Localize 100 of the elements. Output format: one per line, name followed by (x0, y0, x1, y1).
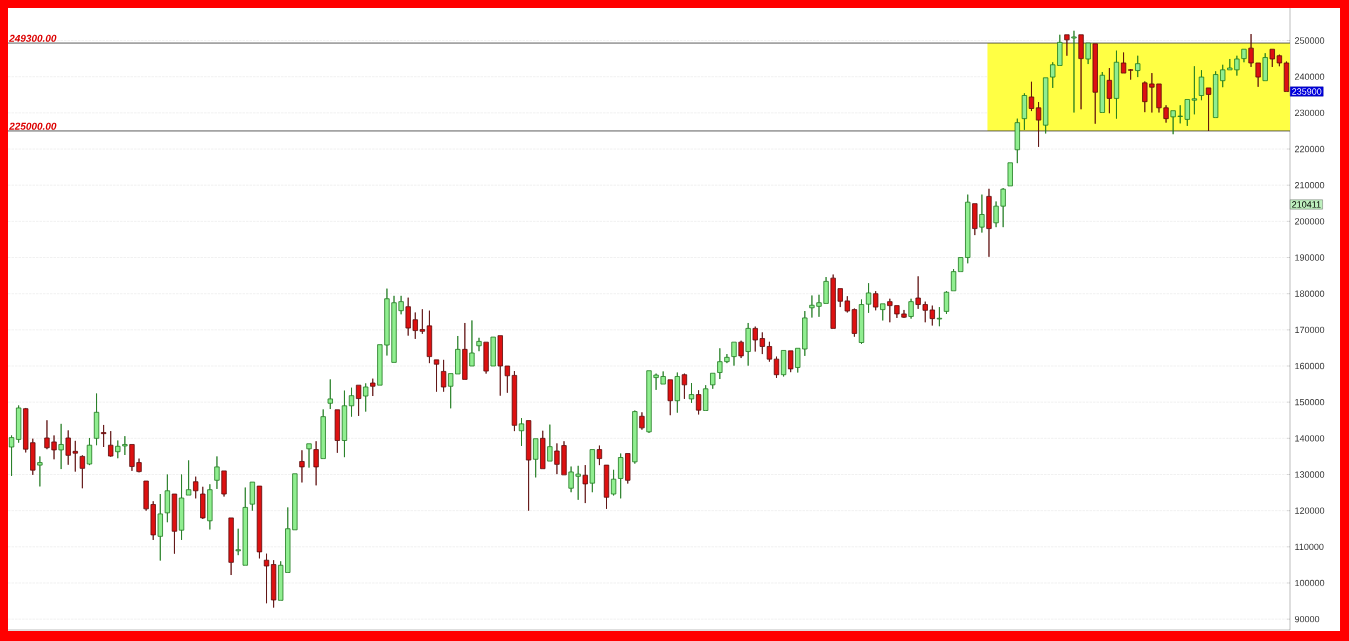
candlestick (1092, 43, 1098, 125)
candlestick (1099, 71, 1105, 113)
candlestick (667, 379, 673, 416)
candlestick (525, 420, 532, 512)
candlestick (511, 370, 518, 432)
candlestick (880, 303, 886, 321)
ref-line-label: 249300.00 (9, 34, 57, 42)
text: 210411 (1292, 201, 1321, 208)
candlestick (100, 424, 107, 448)
candlestick (773, 356, 780, 379)
y-tick-label: 170000 (1295, 326, 1325, 334)
candlestick (108, 430, 114, 458)
y-tick-label: 180000 (1295, 290, 1325, 297)
candlestick (872, 290, 879, 311)
candlestick (363, 382, 369, 412)
candlestick (157, 493, 163, 561)
candlestick (334, 409, 341, 454)
candlestick (688, 382, 695, 404)
y-tick-label: 100000 (1295, 579, 1325, 587)
candlestick (731, 341, 737, 367)
candlestick (270, 559, 277, 608)
candlestick (1127, 68, 1134, 80)
candlestick (710, 372, 716, 390)
candlestick (1021, 92, 1028, 131)
candlestick (299, 449, 305, 483)
y-tick-label: 240000 (1294, 73, 1325, 80)
candlestick (1007, 162, 1013, 187)
candlestick (86, 437, 93, 466)
candlestick (589, 449, 596, 493)
candlestick (476, 337, 482, 352)
y-tick-label: 220000 (1294, 145, 1325, 153)
candlestick (908, 298, 914, 320)
candlestick (986, 188, 992, 258)
candlestick (1014, 118, 1020, 164)
candlestick (547, 424, 553, 462)
candlestick (228, 517, 234, 576)
y-tick-label: 200000 (1294, 218, 1325, 225)
candlestick (490, 336, 496, 367)
candlestick (1035, 101, 1042, 148)
y-tick-label: 110000 (1295, 543, 1324, 551)
candlestick (639, 411, 645, 431)
candlestick (950, 268, 957, 292)
candlestick (440, 359, 447, 393)
candlestick (93, 393, 100, 446)
candlestick (858, 299, 865, 345)
y-tick-label: 250000 (1294, 37, 1325, 44)
candlestick (1262, 52, 1268, 82)
candlestick (483, 341, 489, 374)
candlestick (1106, 67, 1113, 114)
candlestick (972, 203, 978, 236)
candlestick (178, 474, 185, 541)
y-tick-label: 130000 (1295, 471, 1325, 478)
candlestick (625, 453, 631, 484)
y-tick-label: 230000 (1294, 109, 1325, 117)
candlestick (540, 430, 546, 470)
candlestick (221, 470, 227, 497)
candlestick (695, 389, 702, 415)
candlestick (370, 378, 376, 397)
y-tick-label: 190000 (1295, 254, 1325, 261)
candlestick (979, 194, 985, 233)
candlestick (681, 373, 688, 400)
candlestick (1283, 61, 1290, 92)
candlestick (164, 474, 171, 523)
candlestick (936, 306, 943, 327)
candlestick (469, 320, 475, 367)
candlestick (632, 410, 638, 465)
candlestick (787, 350, 794, 373)
candlestick (185, 460, 192, 496)
candlestick (348, 387, 355, 418)
candlestick (263, 553, 270, 604)
candlestick (596, 445, 603, 466)
candlestick (745, 322, 751, 367)
candlestick (37, 456, 43, 487)
y-tick-label: 160000 (1295, 362, 1325, 370)
candlestick (518, 417, 525, 447)
candlestick (249, 481, 256, 512)
candlestick (207, 483, 213, 530)
ref-line-label: 225000.00 (9, 122, 57, 130)
candlestick (1120, 52, 1127, 74)
candlestick (1071, 30, 1077, 113)
candlestick (1113, 50, 1120, 120)
text: 235900 (1292, 88, 1322, 95)
y-tick-label: 150000 (1295, 398, 1325, 406)
candlestick (462, 322, 468, 380)
candlestick (780, 349, 787, 377)
candlestick (256, 485, 263, 559)
candlestick (79, 454, 86, 489)
candlestick (703, 384, 709, 411)
candlestick (1085, 42, 1091, 65)
candlestick (943, 290, 950, 315)
candlestick (1205, 87, 1212, 132)
candlestick (533, 438, 539, 478)
candlestick (355, 384, 362, 417)
candlestick (582, 464, 588, 504)
candlestick (58, 423, 64, 470)
y-tick-label: 210000 (1294, 182, 1325, 189)
candlestick (320, 409, 326, 459)
y-tick-label: 120000 (1295, 507, 1325, 514)
candlestick (341, 390, 348, 458)
candlestick (214, 456, 220, 490)
